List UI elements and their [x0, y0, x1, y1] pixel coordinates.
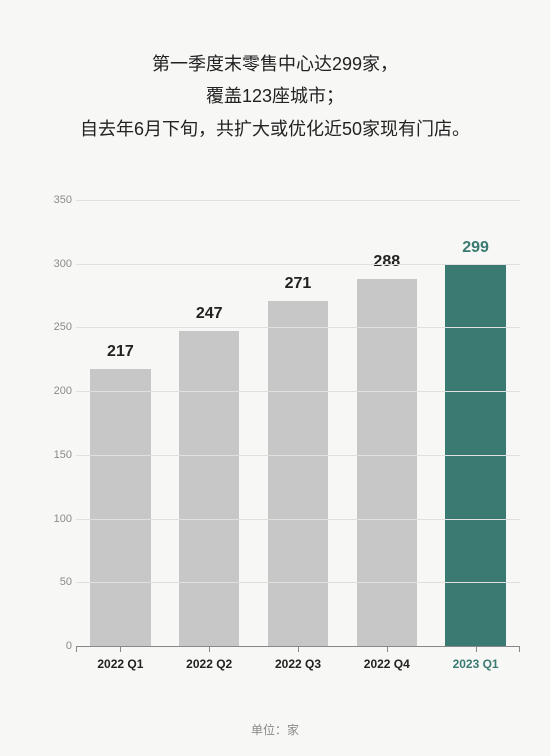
grid-line: [76, 455, 520, 456]
header-text: 第一季度末零售中心达299家， 覆盖123座城市； 自去年6月下旬，共扩大或优化…: [0, 0, 550, 169]
bar-value-label: 271: [285, 275, 312, 293]
x-tick-label: 2023 Q1: [431, 647, 520, 686]
bar-slot: 247: [165, 200, 254, 646]
bar-value-label: 217: [107, 343, 134, 361]
y-tick-label: 300: [42, 258, 72, 270]
bar-slot: 217: [76, 200, 165, 646]
grid-line: [76, 519, 520, 520]
bar: 288: [357, 279, 417, 646]
bar-slot: 299: [431, 200, 520, 646]
bar: 271: [268, 301, 328, 646]
header-line-3: 自去年6月下旬，共扩大或优化近50家现有门店。: [30, 113, 520, 145]
plot-area: 217247271288299 050100150200250300350: [76, 200, 520, 646]
y-tick-label: 250: [42, 321, 72, 333]
y-tick-label: 100: [42, 513, 72, 525]
grid-line: [76, 391, 520, 392]
bar-chart: 217247271288299 050100150200250300350 20…: [42, 200, 520, 686]
x-tick-label: 2022 Q2: [165, 647, 254, 686]
bar-slot: 271: [254, 200, 343, 646]
y-tick-label: 50: [42, 576, 72, 588]
bar-slot: 288: [342, 200, 431, 646]
header-line-1: 第一季度末零售中心达299家，: [30, 48, 520, 80]
y-tick-label: 0: [42, 640, 72, 652]
x-axis: 2022 Q12022 Q22022 Q32022 Q42023 Q1: [76, 646, 520, 686]
y-tick-label: 200: [42, 385, 72, 397]
header-line-2: 覆盖123座城市；: [30, 80, 520, 112]
bar-value-label: 288: [373, 253, 400, 271]
grid-line: [76, 264, 520, 265]
bar: 247: [179, 331, 239, 646]
y-tick-label: 150: [42, 449, 72, 461]
bar: 217: [90, 369, 150, 646]
x-tick-label: 2022 Q1: [76, 647, 165, 686]
x-tick-label: 2022 Q4: [342, 647, 431, 686]
bars-container: 217 247 271 288 299: [76, 200, 520, 646]
bar-value-label: 299: [462, 239, 489, 257]
x-tick-label: 2022 Q3: [254, 647, 343, 686]
y-tick-label: 350: [42, 194, 72, 206]
bar-value-label: 247: [196, 305, 223, 323]
grid-line: [76, 582, 520, 583]
grid-line: [76, 327, 520, 328]
unit-label: 单位：家: [0, 721, 550, 738]
grid-line: [76, 200, 520, 201]
